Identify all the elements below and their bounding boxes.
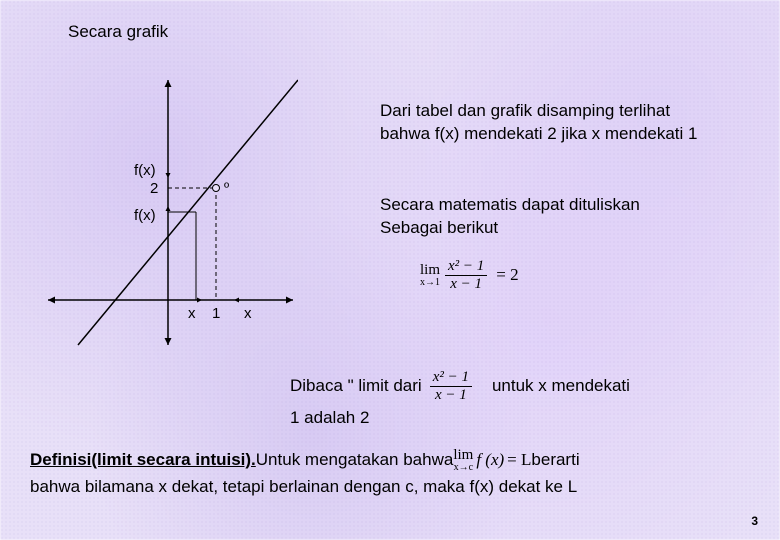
svg-text:f(x): f(x) [134, 207, 156, 224]
graph-svg: ºf(x)2f(x)x1x [38, 70, 298, 350]
lim-sub: x→1 [420, 278, 440, 288]
def-line2: bilamana x dekat, tetapi berlainan denga… [85, 477, 577, 496]
frac-den: x − 1 [445, 276, 487, 292]
frac-num: x² − 1 [445, 259, 487, 276]
limit-graph: ºf(x)2f(x)x1x [38, 70, 298, 350]
def-fx: f (x) [476, 449, 504, 472]
definition-block: Definisi(limit secara intuisi). Untuk me… [30, 448, 750, 499]
inline-frac-den: x − 1 [430, 387, 472, 403]
lim-symbol: lim x→1 [420, 263, 440, 288]
def-text2: berarti [531, 449, 579, 472]
explain-paragraph-1: Dari tabel dan grafik disamping terlihat… [380, 100, 720, 146]
limit-fraction: x² − 1 x − 1 [445, 259, 487, 292]
dibaca-post: 1 adalah 2 [290, 407, 770, 430]
svg-text:x: x [188, 305, 196, 322]
def-eq: = L [507, 449, 531, 472]
def-lim-sub: x→c [453, 463, 473, 473]
dibaca-pre: Dibaca " limit dari [290, 375, 422, 398]
heading-text: Secara grafik [68, 22, 168, 41]
explain1-text: Dari tabel dan grafik disamping terlihat… [380, 101, 698, 143]
page-number: 3 [751, 514, 758, 528]
def-bold: Definisi(limit secara intuisi). [30, 449, 256, 472]
page-number-text: 3 [751, 514, 758, 528]
inline-frac-num: x² − 1 [430, 370, 472, 387]
svg-text:x: x [244, 305, 252, 322]
svg-text:2: 2 [150, 180, 158, 197]
svg-text:º: º [224, 179, 229, 195]
def-line2-pre: bahwa [30, 477, 80, 496]
explain-paragraph-2: Secara matematis dapat dituliskan Sebaga… [380, 194, 740, 240]
svg-text:f(x): f(x) [134, 162, 156, 179]
explain2b-text: Sebagai berikut [380, 218, 498, 237]
inline-fraction: x² − 1 x − 1 [430, 370, 472, 403]
def-lim-word: lim [453, 448, 473, 463]
def-text1: Untuk mengatakan bahwa [256, 449, 454, 472]
lim-word: lim [420, 263, 440, 278]
eq-result: = 2 [496, 264, 518, 287]
limit-equation: lim x→1 x² − 1 x − 1 = 2 [420, 258, 519, 292]
svg-text:1: 1 [212, 305, 220, 322]
explain2a-text: Secara matematis dapat dituliskan [380, 195, 640, 214]
def-lim-symbol: lim x→c [453, 448, 473, 473]
dibaca-mid: untuk x mendekati [492, 375, 630, 398]
dibaca-line: Dibaca " limit dari x² − 1 x − 1 untuk x… [290, 370, 770, 430]
page-heading: Secara grafik [68, 22, 168, 42]
